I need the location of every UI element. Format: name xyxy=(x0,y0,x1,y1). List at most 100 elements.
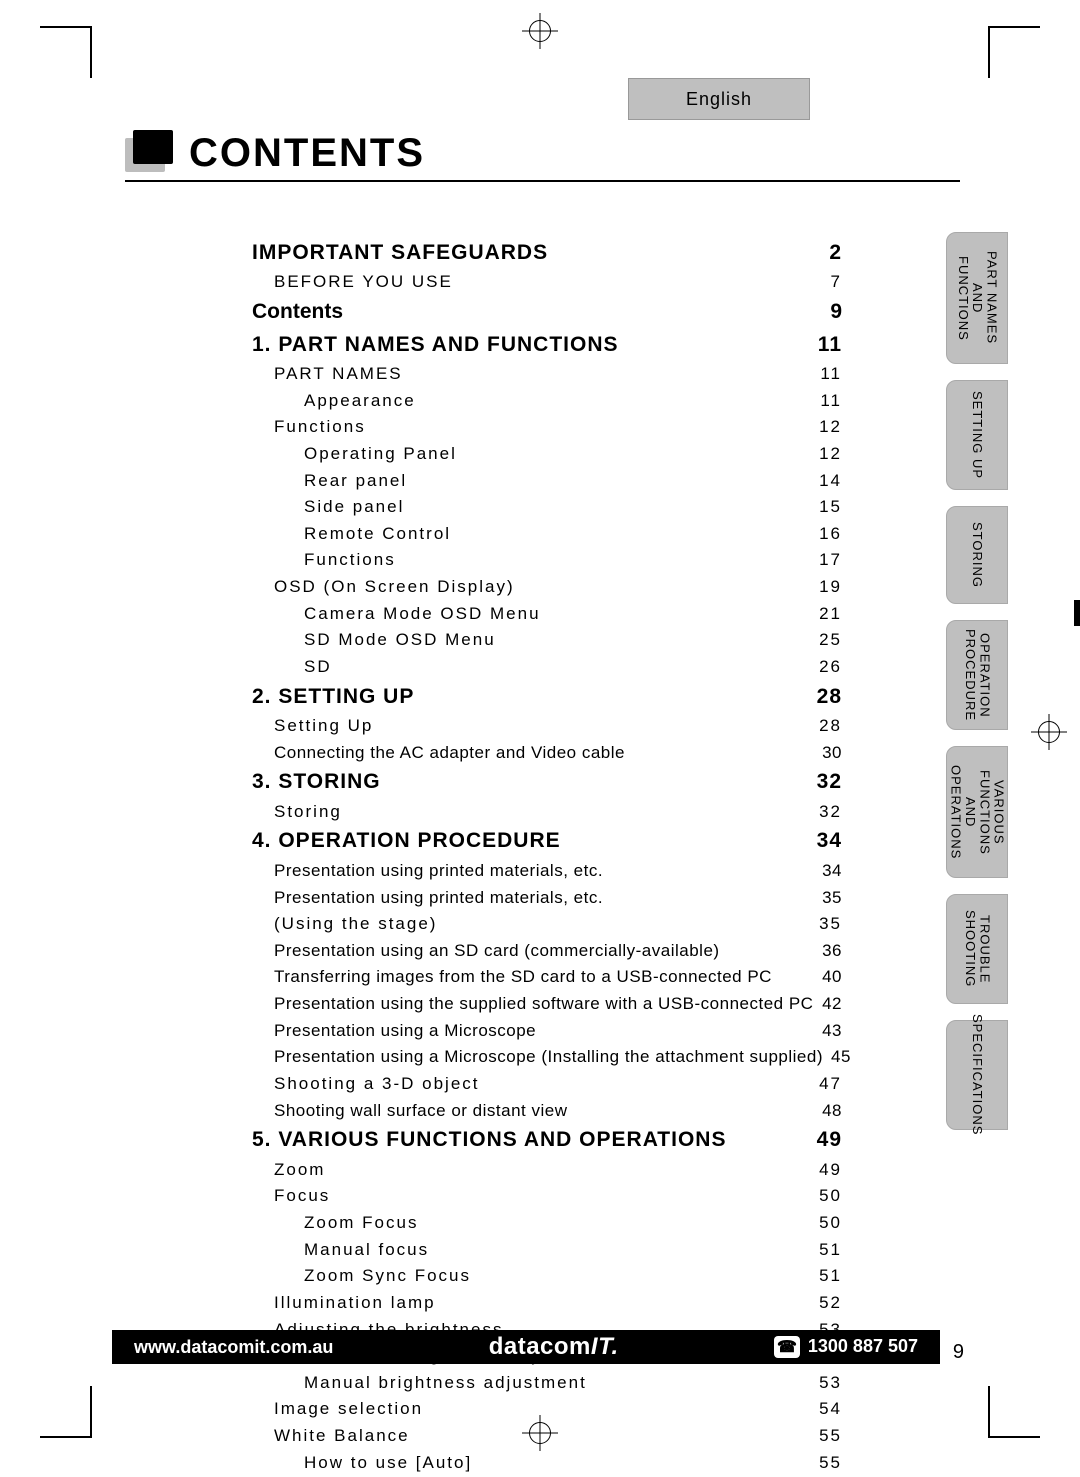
toc-label: Zoom Focus xyxy=(304,1211,418,1236)
side-tab: OPERATION PROCEDURE xyxy=(946,620,1008,730)
toc-page: 11 xyxy=(820,389,842,414)
toc-leader-dots xyxy=(411,484,815,486)
toc-leader-dots xyxy=(420,404,817,406)
toc-label: OSD (On Screen Display) xyxy=(274,575,515,600)
toc-label: Transferring images from the SD card to … xyxy=(274,965,772,990)
section-icon xyxy=(125,126,175,176)
toc-leader-dots xyxy=(724,954,819,956)
toc-page: 52 xyxy=(819,1291,842,1316)
toc-leader-dots xyxy=(545,617,816,619)
toc-label: IMPORTANT SAFEGUARDS xyxy=(252,238,548,268)
toc-page: 51 xyxy=(819,1238,842,1263)
side-tab-label: SETTING UP xyxy=(970,391,984,479)
toc-page: 12 xyxy=(819,442,842,467)
toc-leader-dots xyxy=(441,927,815,929)
toc-page: 11 xyxy=(818,330,842,360)
crop-mark xyxy=(40,1436,92,1438)
toc-label: Side panel xyxy=(304,495,404,520)
toc-leader-dots xyxy=(433,1253,815,1255)
toc-row: SD Mode OSD Menu25 xyxy=(252,628,842,653)
toc-leader-dots xyxy=(422,1226,815,1228)
registration-mark-icon xyxy=(529,20,551,42)
toc-label: Connecting the AC adapter and Video cabl… xyxy=(274,741,625,766)
toc-leader-dots xyxy=(385,786,813,788)
toc-page: 2 xyxy=(829,238,842,268)
toc-label: Camera Mode OSD Menu xyxy=(304,602,541,627)
toc-page: 36 xyxy=(822,939,842,964)
toc-row: IMPORTANT SAFEGUARDS 2 xyxy=(252,238,842,268)
toc-label: Appearance xyxy=(304,389,416,414)
toc-row: 1. PART NAMES AND FUNCTIONS11 xyxy=(252,330,842,360)
toc-row: 2. SETTING UP28 xyxy=(252,682,842,712)
toc-leader-dots xyxy=(377,729,815,731)
toc-leader-dots xyxy=(552,257,825,259)
toc-leader-dots xyxy=(623,349,814,351)
toc-label: 4. OPERATION PROCEDURE xyxy=(252,826,561,856)
toc-label: SD Mode OSD Menu xyxy=(304,628,496,653)
title-row: CONTENTS xyxy=(125,126,960,176)
crop-mark xyxy=(90,1386,92,1438)
toc-row: Presentation using an SD card (commercia… xyxy=(252,939,842,964)
toc-leader-dots xyxy=(475,1279,815,1281)
crop-mark xyxy=(40,26,92,28)
toc-leader-dots xyxy=(565,845,813,847)
toc-label: Presentation using an SD card (commercia… xyxy=(274,939,720,964)
toc-row: OSD (On Screen Display)19 xyxy=(252,575,842,600)
header: English CONTENTS xyxy=(125,78,960,148)
toc-page: 9 xyxy=(830,297,842,327)
toc-label: Functions xyxy=(304,548,396,573)
toc-page: 14 xyxy=(819,469,842,494)
toc-label: Setting Up xyxy=(274,714,373,739)
toc-label: White Balance xyxy=(274,1424,410,1449)
side-tabs: PART NAMES AND FUNCTIONS SETTING UP STORIN… xyxy=(946,232,1006,1130)
toc-leader-dots xyxy=(484,1087,816,1089)
toc-row: Presentation using a Microscope43 xyxy=(252,1019,842,1044)
toc-row: Zoom49 xyxy=(252,1158,842,1183)
toc-page: 49 xyxy=(817,1125,842,1155)
table-of-contents: IMPORTANT SAFEGUARDS 2BEFORE YOU USE7Cont… xyxy=(252,238,842,1477)
toc-page: 50 xyxy=(819,1184,842,1209)
toc-leader-dots xyxy=(591,1386,815,1388)
toc-row: BEFORE YOU USE7 xyxy=(252,270,842,295)
toc-page: 7 xyxy=(831,270,842,295)
toc-label: Manual focus xyxy=(304,1238,429,1263)
toc-label: Zoom Sync Focus xyxy=(304,1264,471,1289)
toc-label: Zoom xyxy=(274,1158,325,1183)
toc-leader-dots xyxy=(457,285,827,287)
side-tab-label: STORING xyxy=(970,522,984,588)
toc-label: Storing xyxy=(274,800,342,825)
toc-row: 5. VARIOUS FUNCTIONS AND OPERATIONS 49 xyxy=(252,1125,842,1155)
toc-row: Side panel15 xyxy=(252,495,842,520)
toc-row: (Using the stage)35 xyxy=(252,912,842,937)
toc-leader-dots xyxy=(347,316,826,318)
toc-leader-dots xyxy=(519,590,815,592)
toc-leader-dots xyxy=(629,756,818,758)
toc-row: Operating Panel 12 xyxy=(252,442,842,467)
toc-row: 4. OPERATION PROCEDURE34 xyxy=(252,826,842,856)
side-tab: VARIOUS FUNCTIONS AND OPERATIONS xyxy=(946,746,1008,878)
side-tab: PART NAMES AND FUNCTIONS xyxy=(946,232,1008,364)
toc-leader-dots xyxy=(776,980,818,982)
footer-url: www.datacomit.com.au xyxy=(112,1337,355,1358)
toc-row: Camera Mode OSD Menu21 xyxy=(252,602,842,627)
toc-leader-dots xyxy=(329,1173,815,1175)
footer-phone: 1300 887 507 xyxy=(752,1336,940,1358)
toc-label: 5. VARIOUS FUNCTIONS AND OPERATIONS xyxy=(252,1125,726,1155)
toc-row: White Balance55 xyxy=(252,1424,842,1449)
toc-row: Rear panel14 xyxy=(252,469,842,494)
toc-label: 3. STORING xyxy=(252,767,381,797)
toc-label: Operating Panel xyxy=(304,442,457,467)
toc-row: Contents9 xyxy=(252,297,842,327)
toc-row: Manual brightness adjustment53 xyxy=(252,1371,842,1396)
toc-page: 42 xyxy=(822,992,842,1017)
toc-page: 50 xyxy=(819,1211,842,1236)
toc-page: 17 xyxy=(819,548,842,573)
toc-leader-dots xyxy=(476,1466,815,1468)
toc-row: Functions12 xyxy=(252,415,842,440)
toc-row: Connecting the AC adapter and Video cabl… xyxy=(252,741,842,766)
toc-page: 16 xyxy=(819,522,842,547)
toc-label: (Using the stage) xyxy=(274,912,437,937)
toc-row: PART NAMES11 xyxy=(252,362,842,387)
toc-page: 32 xyxy=(819,800,842,825)
toc-leader-dots xyxy=(540,1034,818,1036)
